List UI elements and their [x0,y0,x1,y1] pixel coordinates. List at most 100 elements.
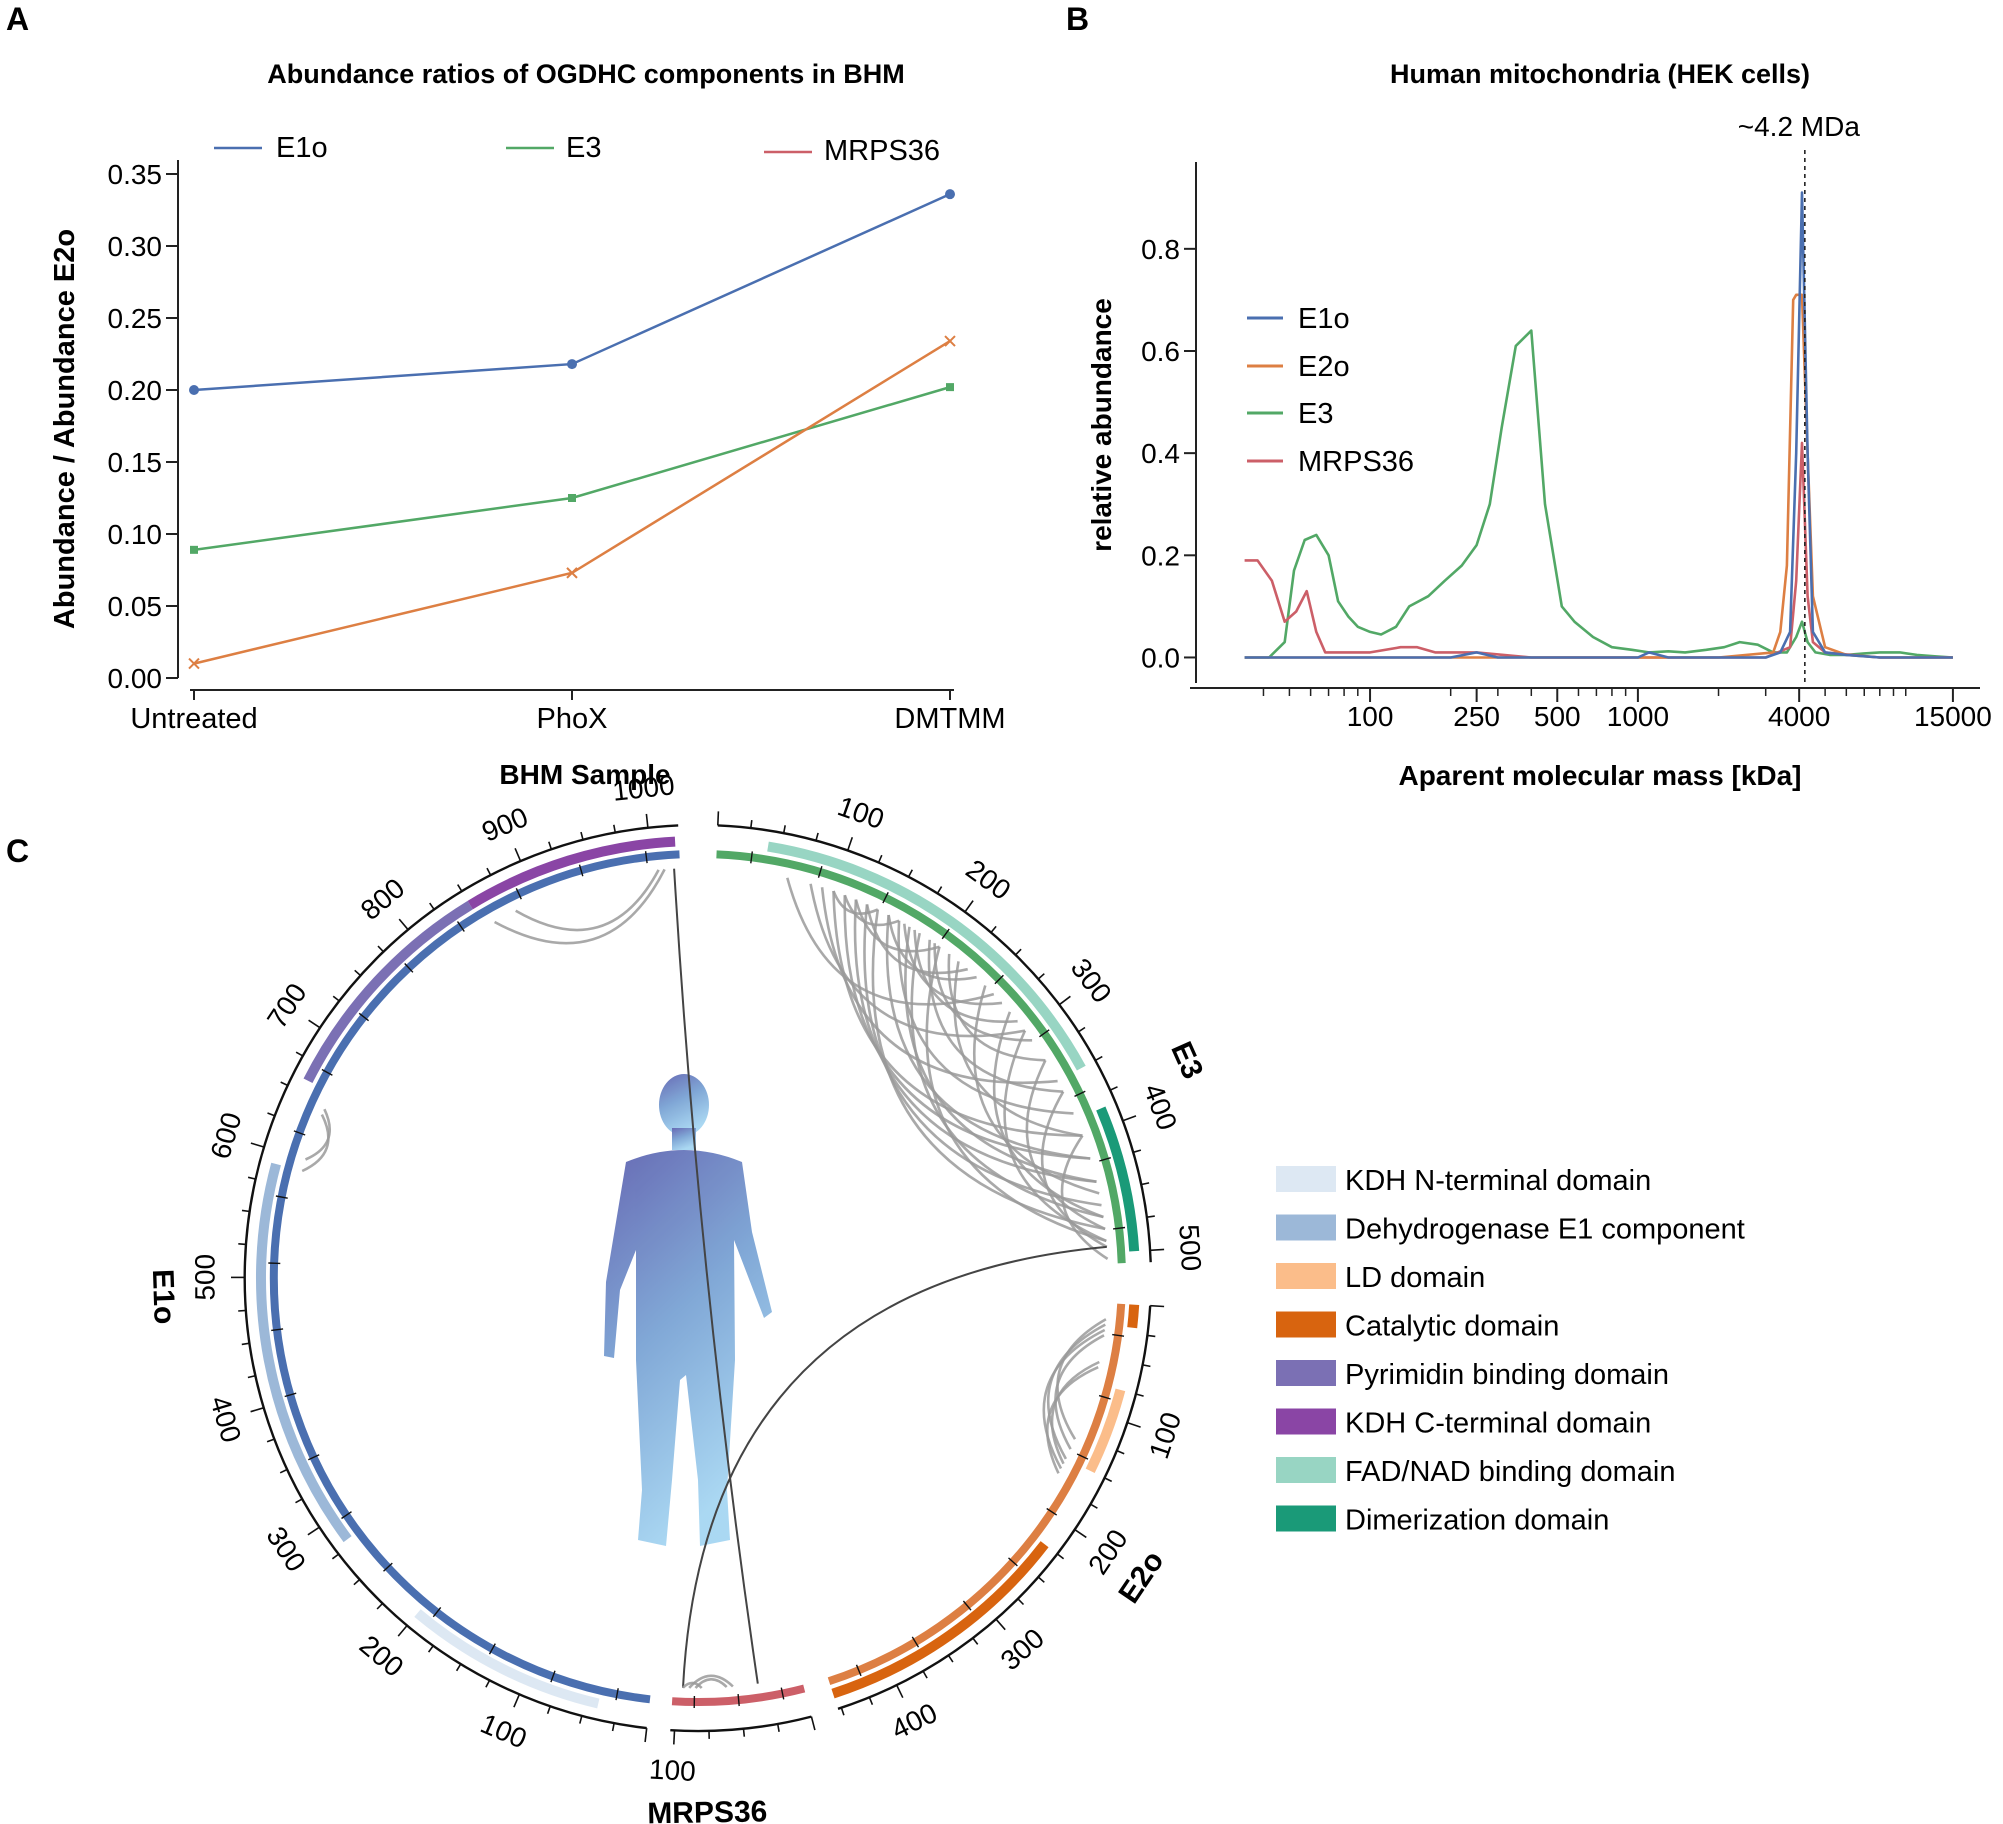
circos-site-tick [941,928,950,940]
domain-legend-label: FAD/NAD binding domain [1345,1456,1675,1488]
circos-link [992,1011,1104,1219]
chart-a-ytick-label: 0.20 [108,375,163,406]
legend-b-label-mrps36: MRPS36 [1298,446,1414,478]
circos-site-tick [855,1664,862,1677]
circos-link [688,1674,734,1689]
circos-axis-tick [398,918,409,931]
chart-a-xlabel: BHM Sample [499,759,670,790]
circos-link [820,887,1058,1085]
circos-axis-tick [377,945,385,953]
circos-tick-label: 500 [1173,1224,1207,1273]
circos-link [927,939,1064,1093]
circos-site-tick [293,1130,306,1136]
circos-tick-label: 500 [189,1254,220,1301]
legend-a-label-e1o: E1o [276,132,328,164]
chart-b-x-axis: 100 250 500 1000 4000 15000 [1190,687,1992,732]
domain-legend-swatch [1276,1166,1336,1192]
circos-domain-arc [256,1162,352,1543]
chart-b-xtick-label: 500 [1534,701,1581,732]
circos-axis-tick [238,1309,247,1312]
circos-axis-tick [1142,1364,1151,1368]
circos-link [865,904,968,975]
chart-a-ytick-label: 0.35 [108,159,163,190]
circos-axis-tick [782,825,786,834]
circos-link [871,909,1106,1231]
circos-axis-tick [485,1679,491,1688]
legend-b-label-e3: E3 [1298,398,1333,430]
chart-a-xtick-label: Untreated [130,703,257,735]
circos-link [1042,1328,1106,1470]
circos-link [673,868,759,1684]
circos-axis-tick [947,1654,954,1663]
legend-a-label-e3: E3 [566,132,601,164]
circos-protein-label-mrps36: MRPS36 [647,1795,768,1824]
circos-site-tick [550,1670,556,1683]
circos-axis-tick [513,1693,521,1708]
circos-protein-label-e3: E3 [1164,1037,1209,1084]
chart-b-series-line-mrps36 [1244,441,1953,659]
circos-site-tick [1076,1453,1089,1460]
domain-legend-swatch [1276,1408,1336,1435]
circos-axis-tick [546,1705,551,1715]
chart-b-xtick-label: 250 [1453,701,1500,732]
circos-tracks [256,836,1140,1709]
chart-b-xtick-label: 1000 [1607,701,1669,732]
circos-tick-label: 200 [960,853,1016,906]
chart-a-point-e2o [944,335,956,347]
chart-b-ytick-label: 0.6 [1141,336,1180,367]
circos-link [682,1245,1107,1688]
circos-tick-label: 300 [260,1521,312,1577]
circos-site-tick [994,974,1004,985]
circos-axis-tick [1116,1449,1125,1455]
chart-b-legend: E1o E2o E3 MRPS36 [1247,303,1414,478]
chart-a-point-e3 [568,494,576,502]
circos-domain-arc [831,1541,1049,1699]
chart-b-ytick-label: 0.0 [1141,642,1180,673]
circos-axis-arc-e1o [243,824,679,1730]
circos-link [832,890,1083,1137]
circos-axis-tick [776,1723,780,1732]
domain-legend-swatch [1276,1263,1336,1289]
domain-legend-label: Pyrimidin binding domain [1345,1359,1669,1391]
circos-link [832,890,879,915]
domain-legend-swatch [1276,1214,1336,1241]
circos-axis-tick [308,1019,321,1029]
circos-axis-tick [429,902,435,911]
circos-axis-tick [427,1645,434,1653]
circos-axis-arc-e2o [837,1305,1152,1710]
circos-axis-tick [1150,1304,1165,1308]
circos-axis-tick [548,841,553,850]
circos-site-tick [432,1606,442,1618]
circos-axis-tick [1135,1393,1144,1397]
circos-axis-tick [717,811,720,826]
circos-axis-tick [331,1553,340,1560]
circos-site-tick [488,1643,496,1655]
chart-a-point-e2o [566,567,578,579]
circos-tick-label: 100 [1143,1408,1187,1462]
circos-tick-label: 400 [886,1697,942,1745]
circos-axis-tick [645,813,649,828]
circos-axis-tick [486,867,492,876]
circos-axis-tick [936,886,943,894]
circos-site-tick [275,1195,288,1199]
chart-a-ytick-label: 0.00 [108,663,163,694]
circos-axis-tick [840,1707,845,1716]
circos-domain-arc [1096,1106,1140,1252]
circos-tick-label: 300 [995,1622,1051,1676]
circos-link [913,929,1018,1024]
circos-axis-tick [846,836,854,851]
circos-tick-label: 600 [204,1109,247,1163]
circos-domain-arc [1085,1388,1126,1474]
circos-axis-tick [457,884,463,892]
chart-a-series-line-e2o [193,339,951,665]
legend-b-label-e2o: E2o [1298,351,1350,383]
chart-a-series [188,189,956,670]
circos-link [1054,1334,1105,1450]
circos-axis-tick [250,1142,265,1148]
chart-b-series [1244,191,1953,659]
circos-axis-tick [1104,1477,1113,1483]
circos-site-tick [321,1068,333,1076]
chart-a-ytick-label: 0.30 [108,231,163,262]
circos-axis-tick [1074,1528,1087,1539]
circos-axis-tick [241,1209,251,1213]
